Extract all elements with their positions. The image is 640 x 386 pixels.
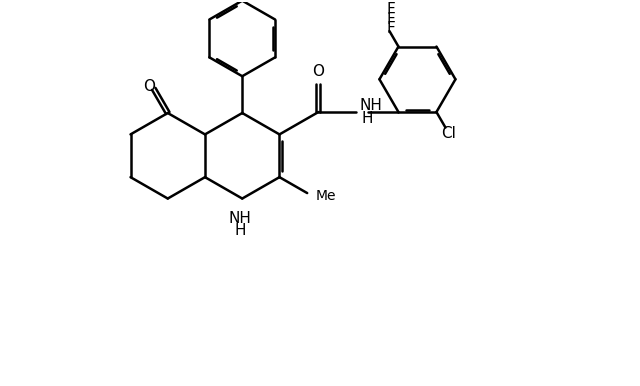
Text: NH: NH — [360, 98, 382, 113]
Text: H: H — [234, 223, 246, 239]
Text: F: F — [386, 2, 395, 17]
Text: Me: Me — [315, 189, 336, 203]
Text: H: H — [362, 112, 373, 127]
Text: F: F — [386, 12, 395, 27]
Text: Cl: Cl — [442, 126, 456, 141]
Text: F: F — [386, 22, 395, 36]
Text: O: O — [312, 64, 324, 79]
Text: NH: NH — [229, 212, 252, 227]
Text: O: O — [143, 80, 155, 95]
